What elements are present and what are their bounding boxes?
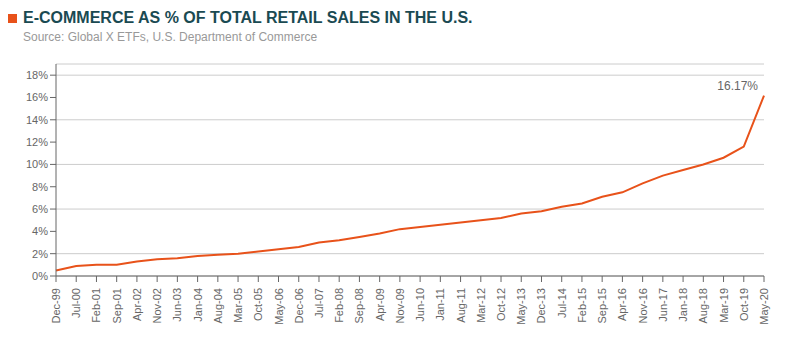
svg-text:Jan-18: Jan-18 (677, 288, 689, 322)
svg-text:Sep-01: Sep-01 (111, 288, 123, 323)
svg-text:Aug-18: Aug-18 (697, 288, 709, 323)
svg-text:Jan-11: Jan-11 (434, 288, 446, 321)
svg-text:2%: 2% (32, 248, 48, 260)
svg-text:Apr-09: Apr-09 (374, 288, 386, 321)
svg-text:Nov-16: Nov-16 (637, 288, 649, 323)
svg-text:0%: 0% (32, 270, 48, 282)
svg-text:Apr-16: Apr-16 (616, 288, 628, 321)
svg-text:May-20: May-20 (758, 288, 770, 325)
svg-text:8%: 8% (32, 181, 48, 193)
svg-text:Jun-10: Jun-10 (414, 288, 426, 322)
svg-text:Jul-00: Jul-00 (70, 288, 82, 318)
html-text:E-COMMERCE AS % OF TOTAL RETAI: E-COMMERCE AS % OF TOTAL RETAIL SALES IN… (23, 9, 473, 26)
svg-text:14%: 14% (26, 114, 48, 126)
svg-text:Feb-01: Feb-01 (90, 288, 102, 323)
svg-text:Jul-14: Jul-14 (556, 288, 568, 318)
svg-text:Oct-12: Oct-12 (495, 288, 507, 321)
svg-text:Sep-08: Sep-08 (353, 288, 365, 323)
svg-text:10%: 10% (26, 158, 48, 170)
svg-text:Mar-12: Mar-12 (475, 288, 487, 323)
svg-text:May-06: May-06 (273, 288, 285, 325)
svg-text:Nov-02: Nov-02 (151, 288, 163, 323)
svg-text:Oct-19: Oct-19 (738, 288, 750, 321)
svg-text:Mar-05: Mar-05 (232, 288, 244, 323)
html-text:Source: Global X ETFs, U.S. De: Source: Global X ETFs, U.S. Department o… (23, 30, 318, 44)
svg-text:Oct-05: Oct-05 (252, 288, 264, 321)
svg-text:Jun-17: Jun-17 (657, 288, 669, 322)
svg-text:18%: 18% (26, 69, 48, 81)
svg-text:May-13: May-13 (515, 288, 527, 325)
svg-text:Nov-09: Nov-09 (394, 288, 406, 323)
svg-text:12%: 12% (26, 136, 48, 148)
svg-text:16%: 16% (26, 91, 48, 103)
svg-text:Feb-08: Feb-08 (333, 288, 345, 323)
svg-text:Mar-19: Mar-19 (718, 288, 730, 323)
svg-text:16.17%: 16.17% (717, 79, 758, 93)
svg-text:6%: 6% (32, 203, 48, 215)
svg-text:Jan-04: Jan-04 (192, 288, 204, 322)
svg-text:Jul-07: Jul-07 (313, 288, 325, 318)
svg-text:Sep-15: Sep-15 (596, 288, 608, 323)
svg-text:Jun-03: Jun-03 (171, 288, 183, 322)
svg-text:Feb-15: Feb-15 (576, 288, 588, 323)
svg-text:Apr-02: Apr-02 (131, 288, 143, 321)
svg-text:4%: 4% (32, 225, 48, 237)
svg-text:Aug-04: Aug-04 (212, 288, 224, 323)
svg-text:Dec-99: Dec-99 (50, 288, 62, 323)
svg-text:Dec-13: Dec-13 (535, 288, 547, 323)
svg-text:Dec-06: Dec-06 (293, 288, 305, 323)
svg-text:Aug-11: Aug-11 (455, 288, 467, 323)
